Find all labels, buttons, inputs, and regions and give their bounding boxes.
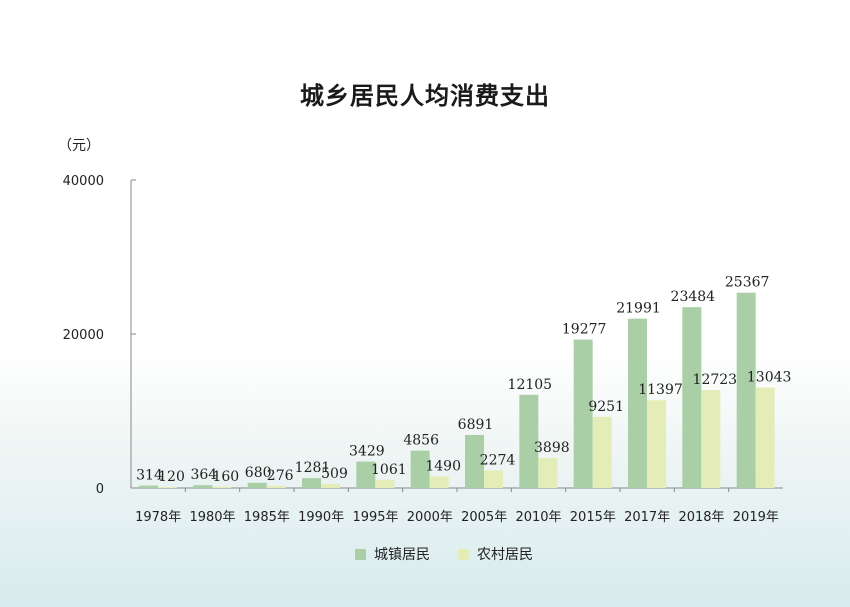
legend-swatch-urban <box>355 548 366 560</box>
legend-swatch-rural <box>458 548 469 560</box>
data-label-urban: 25367 <box>725 275 770 291</box>
data-label-urban: 1281 <box>295 460 331 476</box>
data-label-rural: 120 <box>158 469 185 485</box>
bar-urban <box>247 482 267 488</box>
data-label-rural: 509 <box>321 466 348 482</box>
data-label-urban: 12105 <box>508 377 553 393</box>
y-tick-label: 20000 <box>63 328 104 343</box>
bar-urban <box>682 307 702 488</box>
x-tick-label: 2005年 <box>461 510 507 525</box>
bar-rural <box>701 390 721 488</box>
x-tick-label: 1990年 <box>298 510 344 525</box>
data-label-urban: 6891 <box>458 417 494 433</box>
y-axis-unit: （元） <box>58 138 100 154</box>
x-tick-label: 2015年 <box>570 510 616 525</box>
x-tick-label: 2010年 <box>515 510 561 525</box>
bar-urban <box>573 339 593 488</box>
data-label-urban: 4856 <box>403 433 439 449</box>
data-label-rural: 2274 <box>480 452 516 468</box>
bar-rural <box>484 470 503 488</box>
data-label-urban: 314 <box>136 468 163 484</box>
bar-urban <box>465 434 484 488</box>
bar-rural <box>755 387 775 488</box>
bar-rural <box>647 400 666 488</box>
bar-urban <box>302 478 321 488</box>
x-tick-label: 2000年 <box>407 510 453 525</box>
bar-urban <box>139 485 158 488</box>
data-label-urban: 680 <box>245 465 272 481</box>
bar-rural <box>538 457 558 488</box>
data-label-urban: 3429 <box>349 444 385 460</box>
x-tick-label: 1985年 <box>244 510 290 525</box>
bar-urban <box>356 461 376 488</box>
bar-rural <box>212 486 232 488</box>
x-tick-label: 2018年 <box>678 510 724 525</box>
bar-urban <box>410 450 430 488</box>
bar-urban <box>193 485 213 488</box>
x-tick-label: 1995年 <box>352 510 398 525</box>
bar-rural <box>375 479 395 488</box>
data-label-urban: 364 <box>190 467 217 483</box>
data-label-urban: 21991 <box>616 301 661 317</box>
legend-label-urban: 城镇居民 <box>374 547 430 563</box>
data-label-rural: 160 <box>212 469 239 485</box>
x-tick-label: 1978年 <box>135 510 181 525</box>
data-label-rural: 1061 <box>371 462 407 478</box>
bar-urban <box>736 292 756 488</box>
legend: 城镇居民 农村居民 <box>0 543 850 567</box>
legend-item-urban: 城镇居民 <box>355 543 430 565</box>
bar-rural <box>321 484 340 488</box>
data-label-rural: 276 <box>267 468 294 484</box>
data-label-rural: 13043 <box>747 370 792 386</box>
bar-rural <box>429 476 449 488</box>
legend-label-rural: 农村居民 <box>477 547 533 563</box>
x-tick-label: 1980年 <box>189 510 235 525</box>
data-label-rural: 1490 <box>425 459 461 475</box>
bar-urban <box>628 318 647 488</box>
data-label-rural: 3898 <box>534 440 570 456</box>
data-label-urban: 19277 <box>562 322 607 338</box>
legend-item-rural: 农村居民 <box>458 543 533 565</box>
data-label-rural: 12723 <box>693 372 738 388</box>
chart-title: 城乡居民人均消费支出 <box>300 81 550 110</box>
bar-rural <box>158 487 177 488</box>
data-label-urban: 23484 <box>671 289 716 305</box>
bar-rural <box>266 485 286 488</box>
data-label-rural: 11397 <box>638 382 683 398</box>
x-tick-label: 2017年 <box>624 510 670 525</box>
x-tick-label: 2019年 <box>733 510 779 525</box>
bar-urban <box>519 394 539 488</box>
bar-rural <box>592 416 612 488</box>
y-tick-label: 40000 <box>63 174 104 189</box>
data-label-rural: 9251 <box>588 399 624 415</box>
y-tick-label: 0 <box>96 482 104 497</box>
